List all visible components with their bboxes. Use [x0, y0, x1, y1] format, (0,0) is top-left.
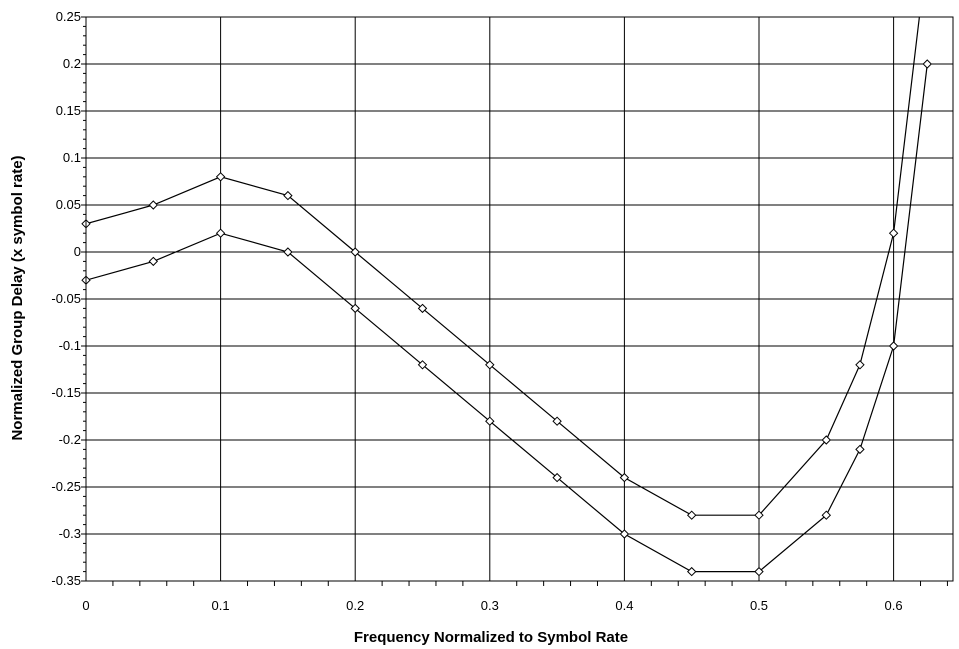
series-2-point: [888, 228, 899, 238]
plot-area-frame: [85, 16, 954, 582]
series-1-line: [86, 63, 928, 573]
series-group: [81, 17, 932, 577]
y-tick-label: 0.25: [56, 9, 81, 24]
series-1-point: [686, 566, 697, 577]
x-tick-label: 0.5: [750, 598, 768, 613]
series-2-line: [86, 17, 920, 516]
series-2-point: [350, 247, 360, 257]
y-tick-labels: 0.25 0.2 0.15 0.1 0.05 0 -0.05 -0.1 -0.15 -0.2 -0.…: [51, 9, 81, 588]
y-tick-label: -0.2: [59, 432, 81, 447]
y-tick-label: -0.25: [51, 479, 81, 494]
y-tick-label: 0: [74, 244, 81, 259]
y-tick-label: -0.3: [59, 526, 81, 541]
x-tick-label: 0.6: [885, 598, 903, 613]
series-1-point: [855, 444, 865, 455]
y-tick-label: 0.05: [56, 197, 81, 212]
y-axis-title: Normalized Group Delay (x symbol rate): [9, 155, 26, 440]
x-tick-label: 0.2: [346, 598, 364, 613]
y-tick-label: -0.1: [59, 338, 81, 353]
y-tick-label: -0.15: [51, 385, 81, 400]
series-1-point: [821, 510, 832, 520]
series-2-point: [215, 172, 226, 182]
series-1-point: [417, 360, 428, 370]
x-tick-label: 0.3: [481, 598, 499, 613]
series-2-point: [821, 435, 832, 445]
series-2-point: [485, 360, 495, 370]
series-2-point: [855, 360, 865, 370]
x-tick-label: 0: [82, 598, 89, 613]
series-2-point: [754, 510, 764, 520]
series-1-point: [485, 416, 495, 426]
series-1-point: [552, 472, 562, 483]
series-2-point: [283, 190, 293, 201]
x-tick-labels: 0 0.1 0.2 0.3 0.4 0.5 0.6: [82, 598, 902, 613]
y-tick-label: 0.1: [63, 150, 81, 165]
grid-lines: [85, 16, 953, 582]
y-tick-label: -0.35: [51, 573, 81, 588]
series-1-point: [888, 341, 899, 351]
y-tick-label: -0.05: [51, 291, 81, 306]
minor-ticks: [81, 16, 948, 586]
series-2-point: [417, 303, 428, 314]
series-2-point: [148, 200, 159, 210]
series-2-point: [552, 416, 562, 426]
series-2-point: [619, 472, 630, 483]
series-1-point: [148, 256, 159, 267]
series-2-point: [686, 510, 697, 520]
series-1-point: [619, 529, 630, 539]
y-tick-label: 0.2: [63, 56, 81, 71]
y-tick-label: 0.15: [56, 103, 81, 118]
x-tick-label: 0.4: [615, 598, 633, 613]
series-1-point: [922, 59, 932, 69]
series-1-point: [350, 303, 360, 314]
series-1-point: [754, 566, 764, 577]
x-tick-label: 0.1: [212, 598, 230, 613]
x-axis-title: Frequency Normalized to Symbol Rate: [354, 629, 628, 646]
series-1-point: [283, 247, 293, 257]
series-1-point: [215, 228, 226, 238]
